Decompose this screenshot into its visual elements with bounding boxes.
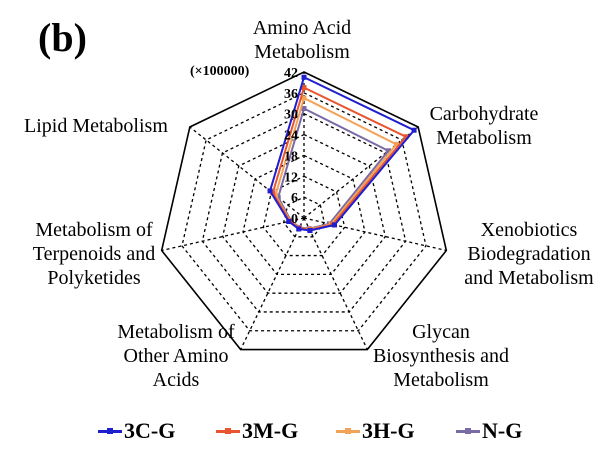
chart-legend: 3C-G 3M-G 3H-G N-G [0, 414, 607, 448]
legend-label: 3M-G [242, 418, 299, 443]
category-label-other-amino-acids: Metabolism of Other Amino Acids [104, 320, 248, 392]
data-point [275, 194, 281, 200]
category-label-terpenoids: Metabolism of Terpenoids and Polyketides [22, 218, 166, 290]
legend-label: 3H-G [362, 418, 415, 443]
category-label-line: Biosynthesis and [372, 345, 510, 367]
data-point [385, 148, 391, 154]
data-point [286, 218, 292, 224]
data-point [332, 222, 338, 228]
tick-label: 0 [291, 212, 298, 227]
category-label-line: Metabolism of [35, 219, 153, 241]
category-label-line: Lipid Metabolism [24, 115, 168, 137]
data-point [270, 190, 276, 196]
category-label-line: Carbohydrate [429, 103, 539, 125]
grid-ring [262, 175, 346, 257]
category-label-lipid: Lipid Metabolism [24, 114, 194, 138]
data-point [403, 134, 409, 140]
data-point [301, 106, 307, 111]
category-label-line: Xenobiotics [480, 219, 578, 241]
legend-swatch [456, 427, 480, 434]
tick-label: 30 [284, 108, 298, 123]
panel-label: (b) [38, 15, 87, 60]
category-label-line: Other Amino [123, 345, 229, 367]
grid-spoke [303, 217, 368, 350]
category-label-xenobiotics: Xenobiotics Biodegradation and Metabolism [452, 218, 606, 290]
tick-label: 12 [284, 170, 298, 185]
category-label-line: Metabolism [254, 41, 350, 63]
tick-label: 24 [284, 129, 298, 144]
category-label-line: Acids [152, 369, 200, 391]
legend-swatch [216, 427, 240, 434]
legend-swatch [98, 427, 122, 434]
category-label-line: Terpenoids and [32, 243, 156, 265]
legend-item-3m-g: 3M-G [216, 414, 298, 448]
data-point [301, 74, 307, 80]
tick-label: 18 [284, 149, 298, 164]
data-point [267, 188, 273, 194]
data-point [272, 192, 278, 198]
radar-series [267, 74, 417, 234]
legend-label: 3C-G [124, 418, 176, 443]
tick-label: 6 [291, 191, 298, 206]
category-label-line: Metabolism [436, 127, 532, 149]
grid-spoke [240, 217, 305, 350]
data-point [296, 226, 302, 232]
grid-ring [181, 92, 427, 332]
data-point [301, 85, 307, 91]
category-label-line: Glycan [412, 321, 470, 343]
category-label-glycan: Glycan Biosynthesis and Metabolism [366, 320, 516, 392]
category-label-line: Biodegradation [467, 243, 591, 265]
category-label-amino-acid: Amino Acid Metabolism [238, 16, 366, 64]
data-point [301, 95, 307, 101]
radial-tick-labels: 0 6 12 18 24 30 36 42 [284, 66, 298, 227]
category-label-line: Amino Acid [252, 17, 352, 39]
tick-label: 36 [284, 87, 298, 102]
category-label-line: and Metabolism [464, 267, 594, 289]
grid-spoke [189, 126, 305, 219]
category-label-line: Metabolism of [117, 321, 235, 343]
legend-item-3c-g: 3C-G [98, 414, 175, 448]
data-point [411, 127, 417, 133]
data-point [393, 141, 399, 147]
grid-spoke [303, 126, 419, 219]
tick-label: 42 [284, 66, 298, 81]
legend-label: N-G [482, 418, 523, 443]
radar-grid [160, 71, 448, 351]
category-label-line: Metabolism [393, 369, 489, 391]
legend-item-3h-g: 3H-G [336, 414, 415, 448]
scale-note: (×100000) [190, 64, 250, 79]
series-line-3c-g [268, 75, 416, 232]
grid-spoke [161, 217, 305, 252]
grid-spoke [303, 217, 447, 252]
grid-ring [160, 71, 448, 351]
data-point [307, 228, 313, 234]
legend-item-n-g: N-G [456, 414, 522, 448]
category-label-line: Polyketides [47, 267, 141, 289]
legend-swatch [336, 427, 360, 434]
category-label-carbohydrate: Carbohydrate Metabolism [416, 102, 552, 150]
